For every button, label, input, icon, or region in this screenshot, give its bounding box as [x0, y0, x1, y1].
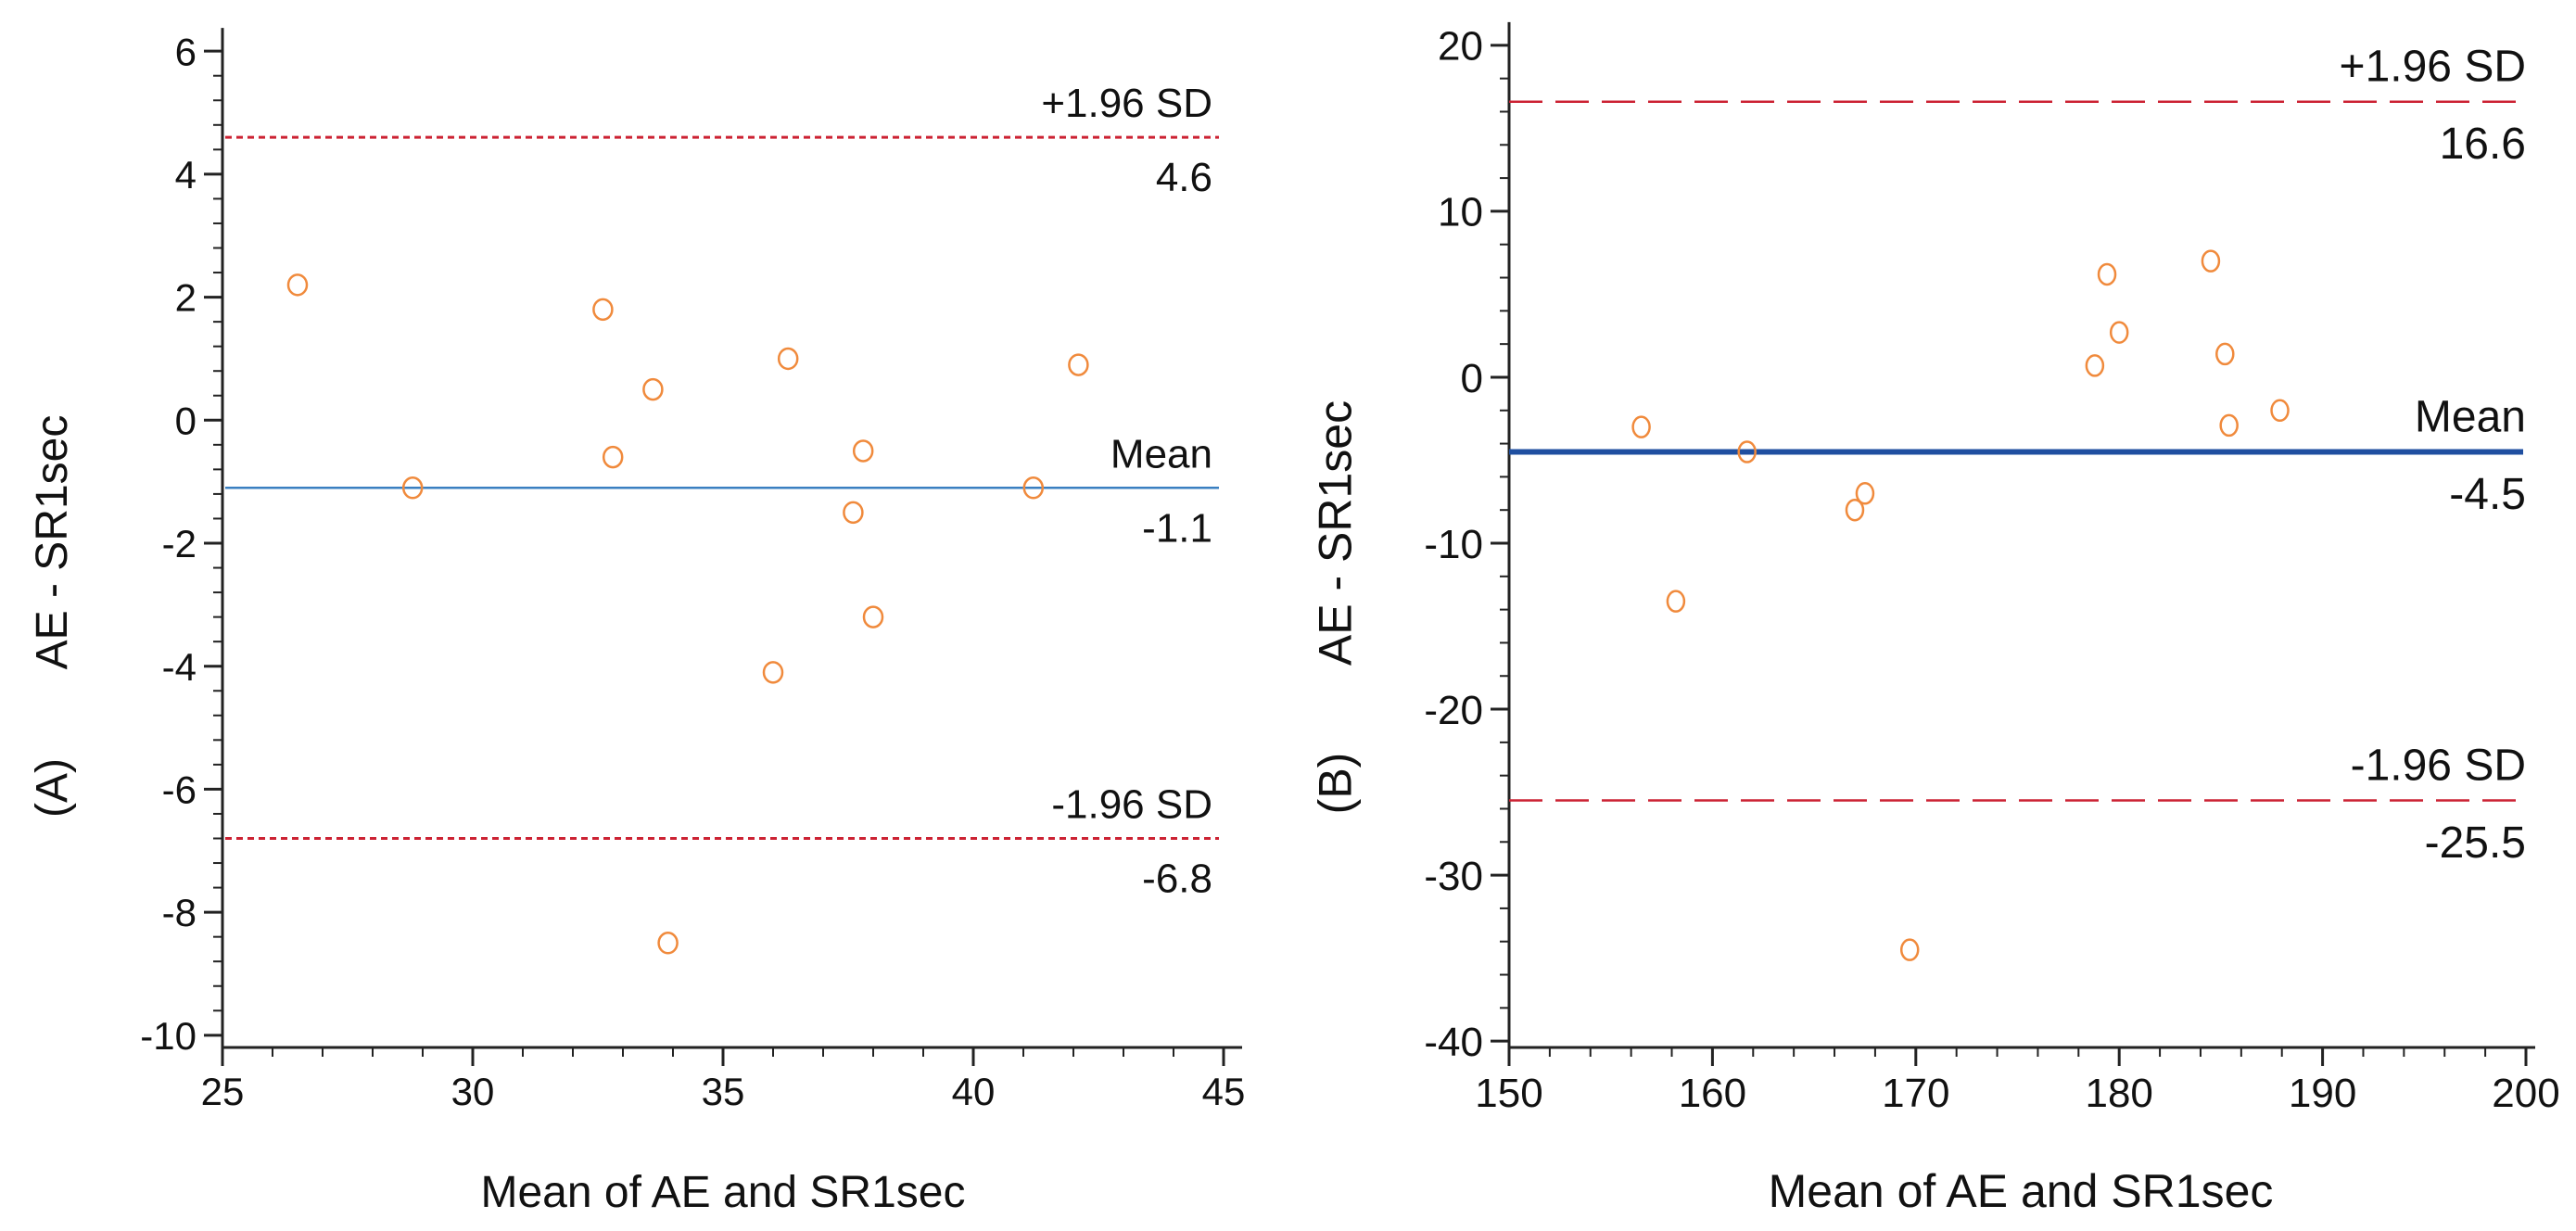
panel-a-data-point	[1022, 476, 1045, 500]
panel-a-data-point	[852, 439, 874, 463]
panel-b-upper-value: 16.6	[2440, 120, 2526, 169]
panel-a-data-point	[602, 445, 624, 469]
panel-a-data-point	[642, 377, 664, 401]
panel-a-y-axis-title: AE - SR1sec	[28, 415, 77, 670]
panel-a-x-tick-label: 35	[702, 1070, 745, 1113]
panel-b-data-point	[2085, 354, 2105, 377]
panel-b-data-point	[2201, 249, 2221, 273]
panel-b-y-tick-label: -20	[1424, 688, 1483, 733]
panel-a-data-point	[777, 347, 799, 371]
panel-a-data-point	[401, 476, 424, 500]
panel-b-y-axis-title: AE - SR1sec	[1310, 400, 1362, 666]
panel-a-data-point	[286, 273, 309, 297]
panel-a-data-point	[862, 605, 884, 628]
panel-a-data-point	[843, 501, 864, 525]
panel-b-y-tick-label: 0	[1461, 356, 1483, 401]
panel-a-y-tick-label: 4	[175, 153, 197, 197]
panel-b-data-point	[2270, 399, 2290, 423]
panel-a-lower-value: -6.8	[1142, 857, 1212, 902]
panel-b-data-point	[1631, 415, 1651, 438]
panel-b-lower-value: -25.5	[2425, 819, 2526, 868]
panel-a-y-tick-label: 6	[175, 30, 197, 73]
panel-b-x-tick-label: 160	[1679, 1071, 1746, 1116]
panel-b-x-tick-label: 180	[2085, 1071, 2152, 1116]
panel-a-y-tick-label: -10	[140, 1014, 197, 1058]
panel-b-data-point	[1666, 590, 1686, 613]
panel-b-data-point	[1899, 938, 1920, 961]
panel-b-mean-value: -4.5	[2449, 470, 2526, 519]
panel-b-x-tick-label: 190	[2289, 1071, 2356, 1116]
panel-b-upper-label: +1.96 SD	[2340, 43, 2526, 92]
panel-b-x-axis-title: Mean of AE and SR1sec	[1769, 1165, 2274, 1217]
panel-a-data-point	[592, 298, 614, 322]
panel-b-y-tick-label: 10	[1438, 190, 1483, 235]
panel-a-y-tick-label: 2	[175, 276, 197, 320]
panel-a-panel-label: (A)	[28, 758, 77, 818]
panel-a-x-tick-label: 40	[952, 1070, 996, 1113]
panel-b-y-tick-label: 20	[1438, 24, 1483, 70]
panel-a-y-tick-label: -6	[162, 768, 197, 812]
panel-a-y-tick-label: -8	[162, 891, 197, 934]
panel-a-mean-value: -1.1	[1142, 505, 1212, 551]
panel-a-data-point	[762, 661, 784, 684]
panel-b-y-tick-label: -10	[1424, 522, 1483, 567]
panel-b-panel-label: (B)	[1310, 753, 1362, 815]
panel-a-upper-label: +1.96 SD	[1041, 81, 1212, 126]
panel-a-mean-label: Mean	[1110, 431, 1212, 476]
panel-b-lower-label: -1.96 SD	[2351, 742, 2526, 791]
panel-b-data-point	[2215, 342, 2235, 366]
panel-a-x-tick-label: 30	[451, 1070, 495, 1113]
panel-a-y-tick-label: -2	[162, 522, 197, 565]
panel-a-lower-label: -1.96 SD	[1051, 781, 1212, 827]
panel-b-x-tick-label: 170	[1882, 1071, 1949, 1116]
panel-b-mean-label: Mean	[2415, 393, 2526, 442]
panel-b-x-tick-label: 200	[2492, 1071, 2559, 1116]
panel-a-data-point	[657, 932, 679, 955]
panel-a-y-tick-label: 0	[175, 399, 197, 442]
panel-b-data-point	[1855, 482, 1875, 505]
panel-a-x-tick-label: 25	[201, 1070, 245, 1113]
panel-b-x-tick-label: 150	[1475, 1071, 1542, 1116]
panel-b-data-point	[1845, 498, 1865, 522]
panel-b-data-point	[1737, 440, 1757, 463]
panel-a-upper-value: 4.6	[1156, 155, 1212, 200]
panel-b-data-point	[2219, 413, 2239, 438]
panel-a-x-tick-label: 45	[1202, 1070, 1246, 1113]
panel-a-y-tick-label: -4	[162, 645, 197, 689]
panel-b-data-point	[2097, 262, 2117, 286]
panel-a-data-point	[1068, 353, 1089, 376]
panel-b-y-tick-label: -30	[1424, 854, 1483, 899]
panel-a-x-axis-title: Mean of AE and SR1sec	[481, 1168, 966, 1217]
panel-b-y-tick-label: -40	[1424, 1020, 1483, 1065]
panel-b-data-point	[2109, 321, 2129, 344]
